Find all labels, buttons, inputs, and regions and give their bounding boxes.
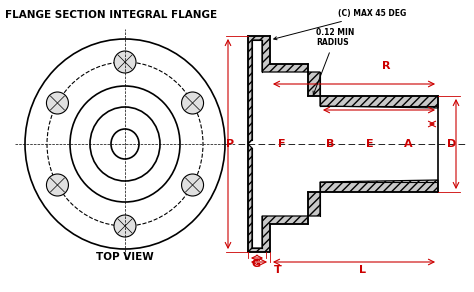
Text: 0.12 MIN
RADIUS: 0.12 MIN RADIUS xyxy=(313,28,355,94)
Text: F: F xyxy=(278,139,286,149)
Text: G: G xyxy=(251,259,261,269)
Ellipse shape xyxy=(114,51,136,73)
Text: FLANGE SECTION INTEGRAL FLANGE: FLANGE SECTION INTEGRAL FLANGE xyxy=(5,10,217,20)
Ellipse shape xyxy=(46,174,68,196)
Text: P: P xyxy=(226,139,234,149)
Ellipse shape xyxy=(114,215,136,237)
Text: L: L xyxy=(359,265,366,275)
Text: A: A xyxy=(404,139,412,149)
Text: (C) MAX 45 DEG: (C) MAX 45 DEG xyxy=(274,9,406,40)
Text: E: E xyxy=(366,139,374,149)
Polygon shape xyxy=(248,144,438,252)
Ellipse shape xyxy=(182,174,203,196)
Ellipse shape xyxy=(182,92,203,114)
Polygon shape xyxy=(248,36,438,144)
Text: R: R xyxy=(382,61,390,71)
Text: B: B xyxy=(326,139,334,149)
Text: T: T xyxy=(274,265,282,275)
Ellipse shape xyxy=(46,92,68,114)
Text: TOP VIEW: TOP VIEW xyxy=(96,252,154,262)
Text: D: D xyxy=(447,139,456,149)
